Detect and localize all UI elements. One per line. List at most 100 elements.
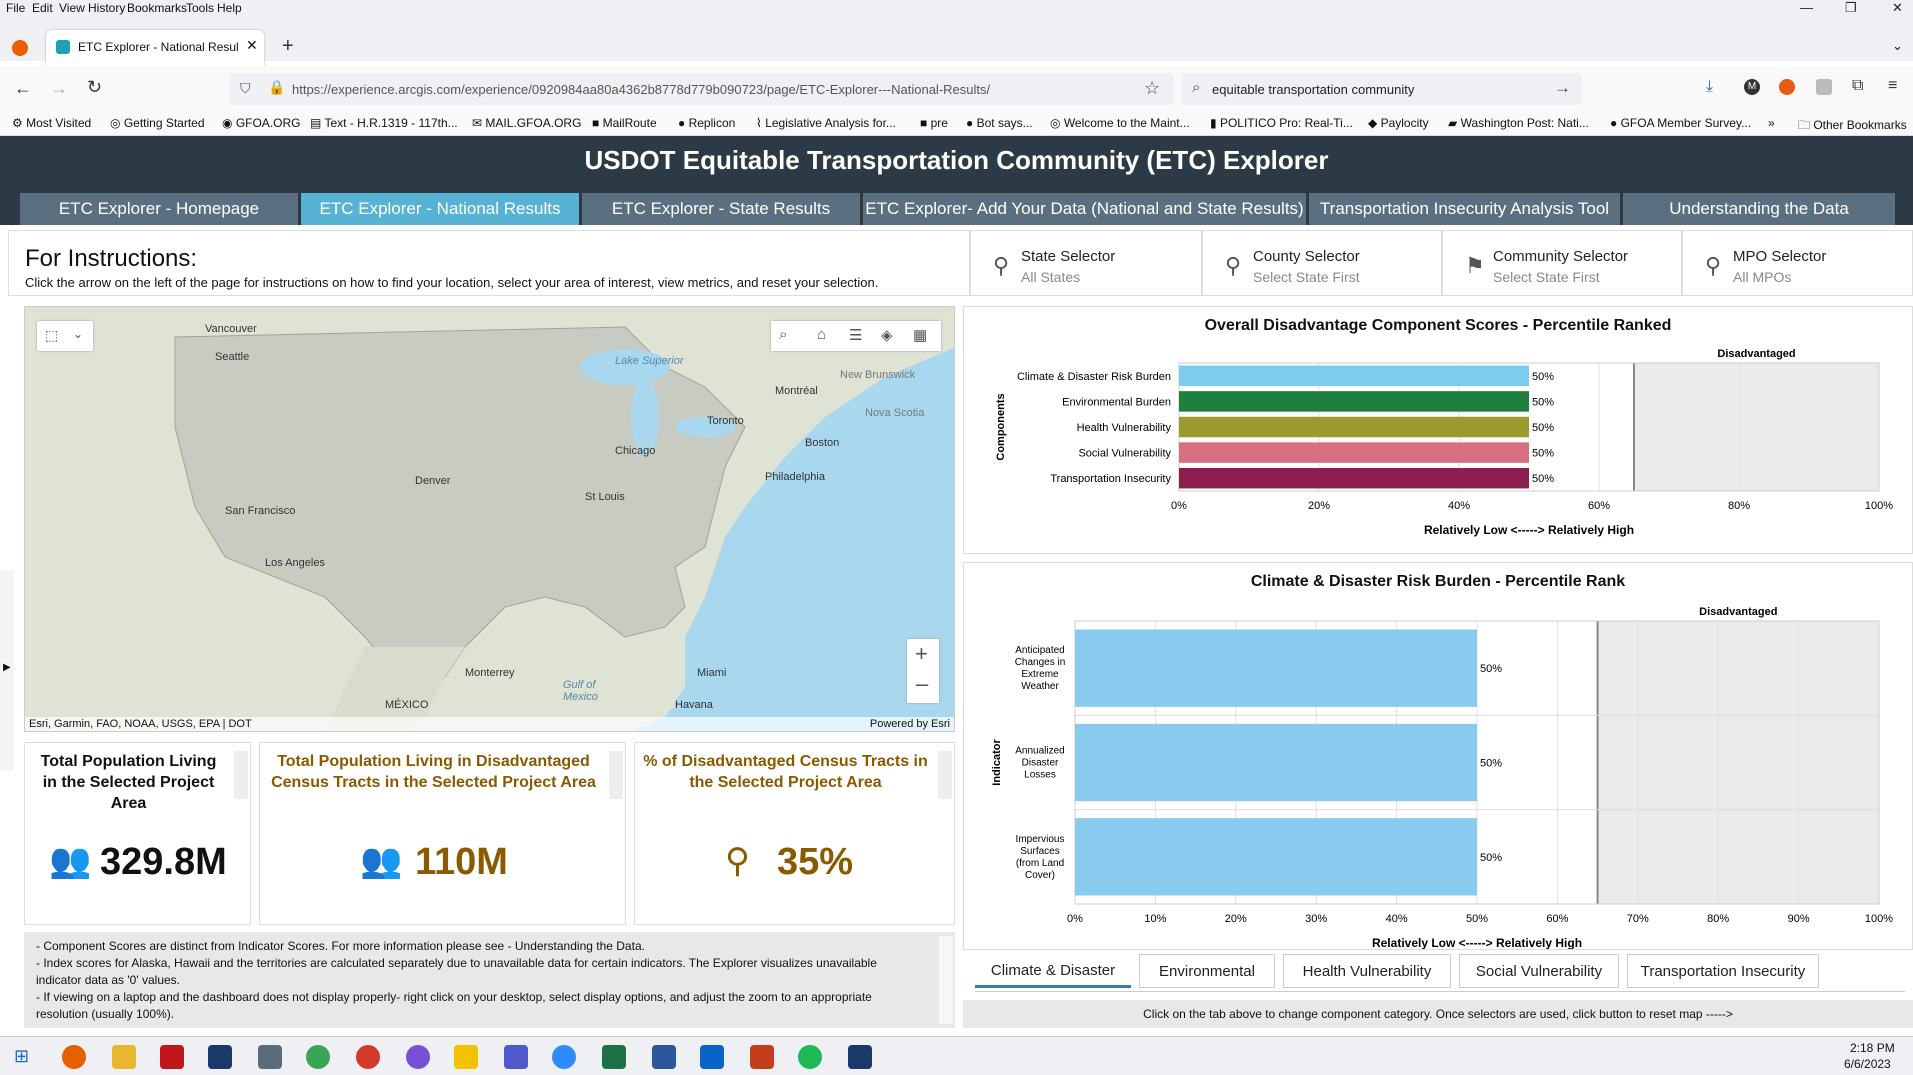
tab-climate-disaster[interactable]: Climate & Disaster — [975, 954, 1131, 988]
excel-icon[interactable] — [602, 1045, 626, 1069]
menu-view[interactable]: View — [59, 1, 85, 15]
zoom-icon[interactable] — [552, 1045, 576, 1069]
menu-tools[interactable]: Tools — [186, 1, 215, 15]
bookmark-item[interactable]: ⚙ Most Visited — [12, 116, 92, 130]
tab-add-your-data[interactable]: ETC Explorer- Add Your Data (National an… — [863, 193, 1306, 225]
layers-icon[interactable]: ◈ — [881, 327, 893, 344]
bookmark-item[interactable]: ● GFOA Member Survey... — [1610, 116, 1752, 130]
word-icon[interactable] — [652, 1045, 676, 1069]
app-icon[interactable] — [356, 1045, 380, 1069]
scrollbar[interactable] — [939, 936, 953, 1024]
county-selector[interactable]: ⚲ County Selector Select State First — [1202, 230, 1442, 296]
close-tab-icon[interactable]: ✕ — [246, 37, 258, 53]
search-input[interactable]: equitable transportation community — [1212, 82, 1415, 97]
teams-icon[interactable] — [504, 1045, 528, 1069]
home-icon[interactable]: ⌂ — [817, 326, 827, 343]
scrollbar[interactable] — [609, 751, 623, 799]
bookmark-item[interactable]: ● Replicon — [678, 116, 736, 130]
legend-list-icon[interactable]: ☰ — [849, 327, 863, 344]
tab-social-vulnerability[interactable]: Social Vulnerability — [1459, 954, 1619, 988]
sticky-notes-icon[interactable] — [454, 1045, 478, 1069]
bookmark-item[interactable]: ✉ MAIL.GFOA.ORG — [472, 116, 582, 130]
side-panel-toggle[interactable]: ▶ — [0, 570, 14, 770]
bookmark-item[interactable]: ▮ POLITICO Pro: Real-Ti... — [1210, 116, 1353, 130]
extension-icon[interactable] — [1816, 79, 1832, 95]
firefox-dev-icon[interactable] — [406, 1045, 430, 1069]
bookmarks-overflow-icon[interactable]: » — [1768, 116, 1775, 130]
select-icon[interactable]: ⬚ — [45, 327, 59, 343]
tab-national-results[interactable]: ETC Explorer - National Results — [301, 193, 579, 225]
tab-transportation-insecurity[interactable]: Transportation Insecurity Analysis Tool — [1309, 193, 1620, 225]
clock-date[interactable]: 6/6/2023 — [1844, 1057, 1891, 1071]
search-bar[interactable]: ⌕ equitable transportation community → — [1182, 73, 1582, 105]
minimize-icon[interactable]: — — [1800, 0, 1813, 15]
powerpoint-icon[interactable] — [750, 1045, 774, 1069]
outlook-icon[interactable] — [700, 1045, 724, 1069]
new-tab-icon[interactable]: + — [282, 35, 294, 57]
file-explorer-icon[interactable] — [112, 1045, 136, 1069]
bookmark-item[interactable]: ◉ GFOA.ORG — [222, 116, 301, 130]
expand-arrow-icon[interactable]: ▶ — [3, 662, 11, 673]
map-view[interactable]: Vancouver Seattle Lake Superior Montréal… — [24, 306, 955, 732]
tab-state-results[interactable]: ETC Explorer - State Results — [582, 193, 860, 225]
bookmark-item[interactable]: ◎ Welcome to the Maint... — [1050, 116, 1190, 130]
clock-time[interactable]: 2:18 PM — [1850, 1041, 1895, 1055]
menu-file[interactable]: File — [6, 1, 26, 15]
zoom-out-icon[interactable]: – — [916, 671, 929, 696]
firefox-icon[interactable] — [12, 40, 28, 56]
scrollbar[interactable] — [234, 751, 248, 799]
menu-help[interactable]: Help — [217, 1, 242, 15]
community-selector[interactable]: ⚑ Community Selector Select State First — [1442, 230, 1682, 296]
forward-icon[interactable]: → — [50, 78, 68, 98]
state-selector[interactable]: ⚲ State Selector All States — [970, 230, 1202, 296]
acrobat-icon[interactable] — [160, 1045, 184, 1069]
calculator-icon[interactable] — [258, 1045, 282, 1069]
powered-by-esri[interactable]: Powered by Esri — [869, 718, 950, 730]
bookmark-item[interactable]: ⌇ Legislative Analysis for... — [756, 116, 896, 130]
scrollbar[interactable] — [938, 751, 952, 799]
bookmark-item[interactable]: ◎ Getting Started — [110, 116, 205, 130]
zoom-in-icon[interactable]: + — [915, 641, 928, 666]
downloads-icon[interactable]: ⤓ — [1706, 78, 1714, 95]
hamburger-menu-icon[interactable]: ≡ — [1888, 77, 1898, 94]
tab-homepage[interactable]: ETC Explorer - Homepage — [20, 193, 298, 225]
extension-icon[interactable] — [1779, 79, 1795, 95]
list-tabs-icon[interactable]: ⌄ — [1892, 38, 1903, 53]
bookmark-item[interactable]: ■ MailRoute — [592, 116, 657, 130]
restore-icon[interactable]: ❐ — [1845, 0, 1857, 15]
menu-edit[interactable]: Edit — [32, 1, 53, 15]
bookmark-item[interactable]: ● Bot says... — [966, 116, 1033, 130]
menu-history[interactable]: History — [88, 1, 126, 15]
reload-icon[interactable]: ↻ — [87, 77, 103, 97]
back-icon[interactable]: ← — [14, 78, 32, 98]
url-text[interactable]: https://experience.arcgis.com/experience… — [292, 82, 991, 97]
basemap-gallery-icon[interactable]: ▦ — [913, 327, 928, 344]
bookmark-item[interactable]: ◆ Paylocity — [1368, 116, 1429, 130]
url-bar[interactable]: ⛉ 🔒 https://experience.arcgis.com/experi… — [230, 73, 1174, 105]
tab-health-vulnerability[interactable]: Health Vulnerability — [1283, 954, 1451, 988]
bookmark-item[interactable]: ■ pre — [920, 116, 948, 130]
tab-transportation-insecurity[interactable]: Transportation Insecurity — [1627, 954, 1819, 988]
map-select-tool[interactable]: ⬚ ⌄ — [37, 321, 93, 351]
bookmark-item[interactable]: ▰ Washington Post: Nati... — [1448, 116, 1589, 130]
close-window-icon[interactable]: ✕ — [1892, 0, 1903, 15]
browser-tab[interactable]: ETC Explorer - National Results ✕ — [46, 30, 264, 66]
bookmark-star-icon[interactable]: ☆ — [1144, 78, 1161, 98]
search-go-icon[interactable]: → — [1554, 78, 1571, 97]
app-icon[interactable] — [848, 1045, 872, 1069]
spotify-icon[interactable] — [798, 1045, 822, 1069]
chevron-down-icon[interactable]: ⌄ — [73, 327, 84, 341]
bookmark-item[interactable]: 🗀 Other Bookmarks — [1798, 118, 1907, 132]
account-icon[interactable]: M — [1744, 79, 1760, 95]
extensions-icon[interactable]: ⧉ — [1852, 77, 1864, 94]
windows-start-icon[interactable]: ⊞ — [14, 1046, 30, 1066]
chrome-icon[interactable] — [306, 1045, 330, 1069]
firefox-icon[interactable] — [62, 1045, 86, 1069]
app-icon[interactable] — [208, 1045, 232, 1069]
tab-understanding-data[interactable]: Understanding the Data — [1623, 193, 1895, 225]
shield-icon[interactable]: ⛉ — [240, 80, 251, 96]
bookmark-item[interactable]: ▤ Text - H.R.1319 - 117th... — [310, 116, 458, 130]
tab-environmental[interactable]: Environmental — [1139, 954, 1275, 988]
menu-bookmarks[interactable]: Bookmarks — [127, 1, 188, 15]
search-icon[interactable]: ⌕ — [779, 326, 788, 343]
